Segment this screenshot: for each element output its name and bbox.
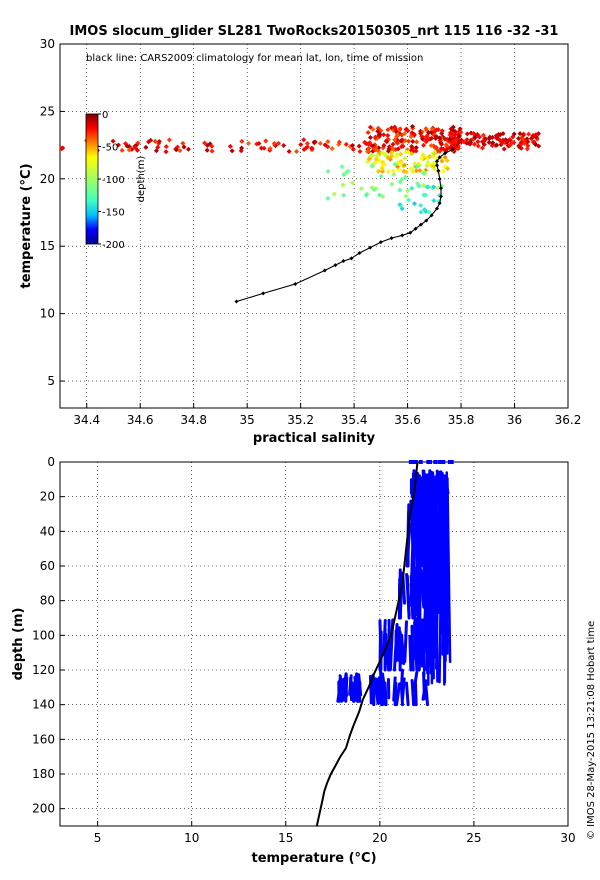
profile-plot-frame [60,462,568,826]
profile-glider-streak [442,475,444,633]
figure: IMOS slocum_glider SL281 TwoRocks2015030… [0,0,600,880]
profile-x-tick-label: 5 [94,831,102,845]
ts-y-tick-label: 5 [47,374,55,388]
colorbar-bar [86,114,98,244]
profile-glider-streak [395,683,396,704]
profile-glider-streak [405,622,407,662]
profile-x-tick-label: 25 [466,831,481,845]
profile-glider-point [426,460,430,464]
ts-y-tick-label: 20 [40,172,55,186]
ts-y-tick-label: 10 [40,307,55,321]
ts-x-tick-label: 36 [507,413,522,427]
profile-glider-streak [380,631,381,670]
ts-x-tick-label: 34.6 [127,413,154,427]
ts-x-tick-label: 35.8 [448,413,475,427]
ts-y-tick-label: 15 [40,239,55,253]
ts-y-tick-label: 30 [40,37,55,51]
ts-y-axis-label: temperature (°C) [19,163,34,288]
profile-y-tick-label: 100 [32,628,55,642]
profile-x-tick-label: 30 [560,831,575,845]
imos-credit: © IMOS 28-May-2015 13:21:08 Hobart time [586,621,597,840]
ts-x-tick-label: 34.4 [73,413,100,427]
profile-x-axis-label: temperature (°C) [251,851,376,866]
colorbar-tick-label: -50 [102,143,118,154]
profile-glider-point [440,460,444,464]
ts-x-tick-label: 35.6 [394,413,421,427]
profile-glider-streak [428,488,429,670]
ts-annotation: black line: CARS2009 climatology for mea… [86,53,423,64]
profile-y-tick-label: 0 [47,455,55,469]
profile-glider-streak [412,680,414,704]
profile-glider-point [409,460,413,464]
profile-glider-streak [351,678,352,699]
profile-y-tick-label: 120 [32,663,55,677]
profile-glider-point [448,460,452,464]
profile-glider-streak [412,626,413,670]
profile-glider-streak [407,683,409,705]
colorbar-tick-label: -100 [102,175,125,186]
profile-y-tick-label: 20 [40,490,55,504]
colorbar-tick-label: 0 [102,110,108,121]
ts-x-tick-label: 35.4 [341,413,368,427]
profile-glider-streak [340,679,341,701]
profile-glider-streak [410,636,411,670]
ts-diagram: 34.4 34.6 34.8 35 35.2 35.4 35.6 35.8 36 36.2 5 10 1… [19,37,581,446]
profile-x-tick-label: 15 [278,831,293,845]
ts-y-tick-label: 25 [40,104,55,118]
profile-glider-streak [401,670,402,689]
ts-x-tick-label: 35.2 [287,413,314,427]
ts-x-tick-label: 35 [240,413,255,427]
profile-y-tick-label: 180 [32,767,55,781]
ts-x-axis-label: practical salinity [253,431,376,446]
profile-y-tick-label: 140 [32,698,55,712]
ts-x-tick-label: 34.8 [180,413,207,427]
profile-y-tick-label: 200 [32,802,55,816]
ts-plot-title: IMOS slocum_glider SL281 TwoRocks2015030… [70,24,559,39]
profile-x-tick-label: 10 [184,831,199,845]
profile-y-axis-label: depth (m) [11,608,26,681]
colorbar-tick-label: -200 [102,240,125,251]
profile-y-tick-label: 40 [40,524,55,538]
ts-x-tick-label: 36.2 [555,413,582,427]
profile-y-tick-label: 160 [32,732,55,746]
profile-glider-streak [359,675,361,695]
colorbar-label: depth(m) [136,156,147,203]
profile-glider-streak [399,628,401,664]
profile-glider-point [419,460,423,464]
profile-y-tick-label: 80 [40,594,55,608]
ts-plot-frame [60,44,568,408]
profile-x-tick-label: 20 [372,831,387,845]
temperature-depth-profile: 5 10 15 20 25 30 0 20 40 60 80 100 120 140 160 180 200 t… [11,455,576,866]
profile-glider-point [433,460,437,464]
profile-glider-streak [402,635,404,663]
colorbar-tick-label: -150 [102,208,125,219]
profile-y-tick-label: 60 [40,559,55,573]
